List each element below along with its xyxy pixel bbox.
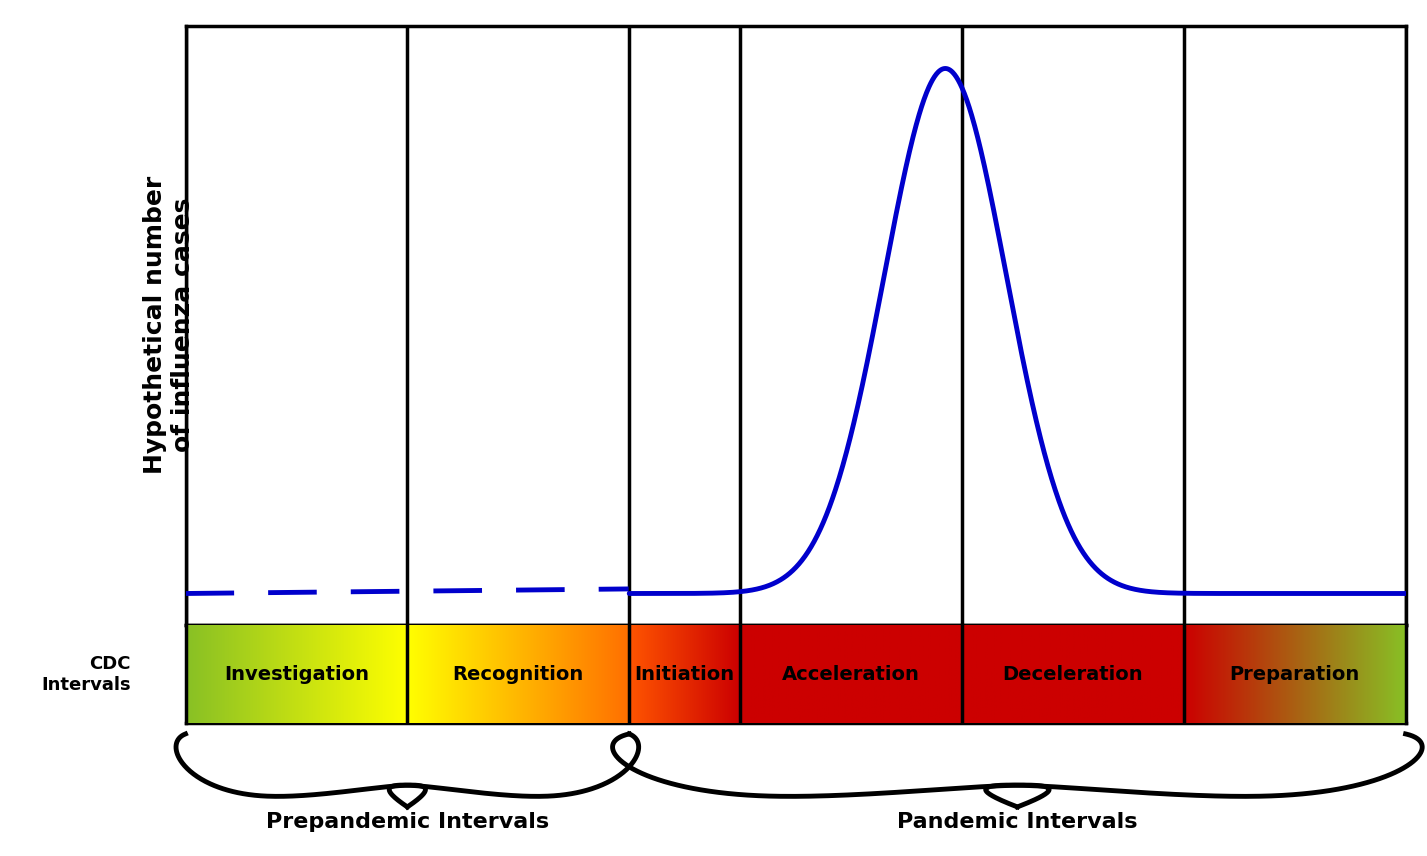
Text: Deceleration: Deceleration xyxy=(1003,664,1143,684)
Text: Pandemic Intervals: Pandemic Intervals xyxy=(898,812,1137,832)
Text: Recognition: Recognition xyxy=(452,664,584,684)
Text: Preparation: Preparation xyxy=(1230,664,1360,684)
Text: CDC
Intervals: CDC Intervals xyxy=(41,655,131,693)
Text: Investigation: Investigation xyxy=(224,664,370,684)
Text: Initiation: Initiation xyxy=(635,664,735,684)
Text: Prepandemic Intervals: Prepandemic Intervals xyxy=(265,812,549,832)
Text: Acceleration: Acceleration xyxy=(782,664,920,684)
Y-axis label: Hypothetical number
of influenza cases: Hypothetical number of influenza cases xyxy=(143,176,194,474)
